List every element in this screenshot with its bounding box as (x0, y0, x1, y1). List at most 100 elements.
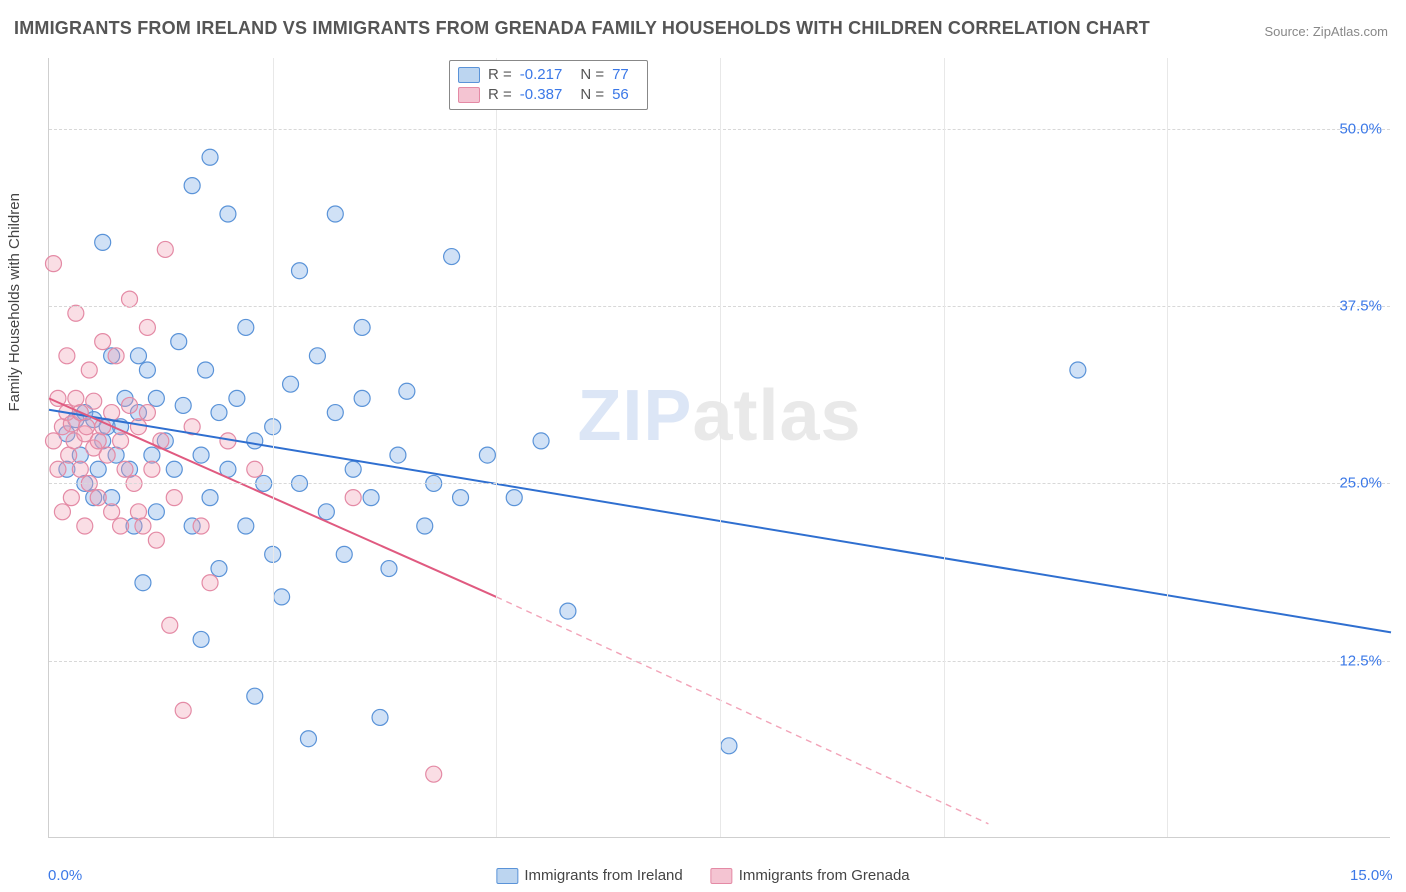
scatter-point (90, 490, 106, 506)
chart-title: IMMIGRANTS FROM IRELAND VS IMMIGRANTS FR… (14, 18, 1150, 39)
gridline-v (720, 58, 721, 837)
trend-line-extrapolated (496, 597, 988, 824)
scatter-point (45, 433, 61, 449)
scatter-point (79, 419, 95, 435)
scatter-point (533, 433, 549, 449)
stat-r-value: -0.387 (520, 85, 563, 105)
x-tick: 0.0% (48, 867, 82, 884)
scatter-point (122, 397, 138, 413)
scatter-point (336, 546, 352, 562)
legend-label: Immigrants from Ireland (524, 867, 682, 884)
y-axis-label: Family Households with Children (6, 193, 23, 411)
scatter-point (59, 348, 75, 364)
stat-n-label: N = (580, 85, 604, 105)
stat-r-label: R = (488, 65, 512, 85)
scatter-point (99, 447, 115, 463)
legend-swatch (496, 868, 518, 884)
scatter-point (148, 532, 164, 548)
legend-item: Immigrants from Grenada (711, 867, 910, 884)
series-legend: Immigrants from Ireland Immigrants from G… (496, 867, 909, 884)
legend-swatch (711, 868, 733, 884)
legend-item: Immigrants from Ireland (496, 867, 682, 884)
gridline-v (496, 58, 497, 837)
scatter-point (135, 575, 151, 591)
y-tick: 12.5% (1339, 652, 1382, 669)
scatter-point (479, 447, 495, 463)
scatter-point (202, 490, 218, 506)
scatter-point (77, 518, 93, 534)
scatter-point (139, 362, 155, 378)
scatter-point (130, 504, 146, 520)
scatter-point (202, 575, 218, 591)
legend-stat-row: R =-0.387N =56 (458, 85, 639, 105)
scatter-point (72, 461, 88, 477)
scatter-point (90, 433, 106, 449)
scatter-point (211, 405, 227, 421)
scatter-point (122, 291, 138, 307)
legend-swatch (458, 67, 480, 83)
scatter-point (354, 390, 370, 406)
stat-n-value: 77 (612, 65, 629, 85)
scatter-point (399, 383, 415, 399)
scatter-point (171, 334, 187, 350)
scatter-point (318, 504, 334, 520)
stat-n-label: N = (580, 65, 604, 85)
scatter-point (363, 490, 379, 506)
scatter-point (95, 234, 111, 250)
scatter-point (202, 149, 218, 165)
plot-area: ZIPatlas 12.5%25.0%37.5%50.0% R =-0.217N… (48, 58, 1390, 838)
scatter-point (238, 319, 254, 335)
y-tick: 37.5% (1339, 298, 1382, 315)
scatter-point (238, 518, 254, 534)
scatter-point (453, 490, 469, 506)
scatter-point (247, 461, 263, 477)
scatter-point (130, 348, 146, 364)
scatter-point (309, 348, 325, 364)
scatter-point (211, 561, 227, 577)
gridline-v (273, 58, 274, 837)
scatter-point (327, 206, 343, 222)
scatter-point (193, 631, 209, 647)
scatter-point (721, 738, 737, 754)
scatter-point (292, 263, 308, 279)
scatter-point (95, 334, 111, 350)
scatter-point (54, 504, 70, 520)
stat-r-value: -0.217 (520, 65, 563, 85)
scatter-point (274, 589, 290, 605)
scatter-point (198, 362, 214, 378)
scatter-point (148, 390, 164, 406)
scatter-point (104, 405, 120, 421)
scatter-point (45, 256, 61, 272)
correlation-legend: R =-0.217N =77R =-0.387N =56 (449, 60, 648, 110)
scatter-point (229, 390, 245, 406)
scatter-point (193, 447, 209, 463)
scatter-point (381, 561, 397, 577)
stat-r-label: R = (488, 85, 512, 105)
scatter-point (175, 702, 191, 718)
scatter-point (193, 518, 209, 534)
legend-label: Immigrants from Grenada (739, 867, 910, 884)
scatter-point (104, 504, 120, 520)
gridline-v (1167, 58, 1168, 837)
scatter-point (162, 617, 178, 633)
scatter-point (444, 249, 460, 265)
scatter-point (345, 490, 361, 506)
y-tick: 50.0% (1339, 120, 1382, 137)
scatter-point (68, 390, 84, 406)
scatter-point (283, 376, 299, 392)
scatter-point (560, 603, 576, 619)
scatter-point (135, 518, 151, 534)
y-tick: 25.0% (1339, 475, 1382, 492)
scatter-point (184, 178, 200, 194)
scatter-point (166, 490, 182, 506)
scatter-point (113, 518, 129, 534)
gridline-v (944, 58, 945, 837)
scatter-point (300, 731, 316, 747)
scatter-point (506, 490, 522, 506)
x-tick: 15.0% (1350, 867, 1393, 884)
legend-stat-row: R = -0.217 N = 77 (458, 65, 639, 85)
scatter-point (247, 433, 263, 449)
scatter-point (247, 688, 263, 704)
scatter-point (139, 405, 155, 421)
scatter-point (90, 461, 106, 477)
